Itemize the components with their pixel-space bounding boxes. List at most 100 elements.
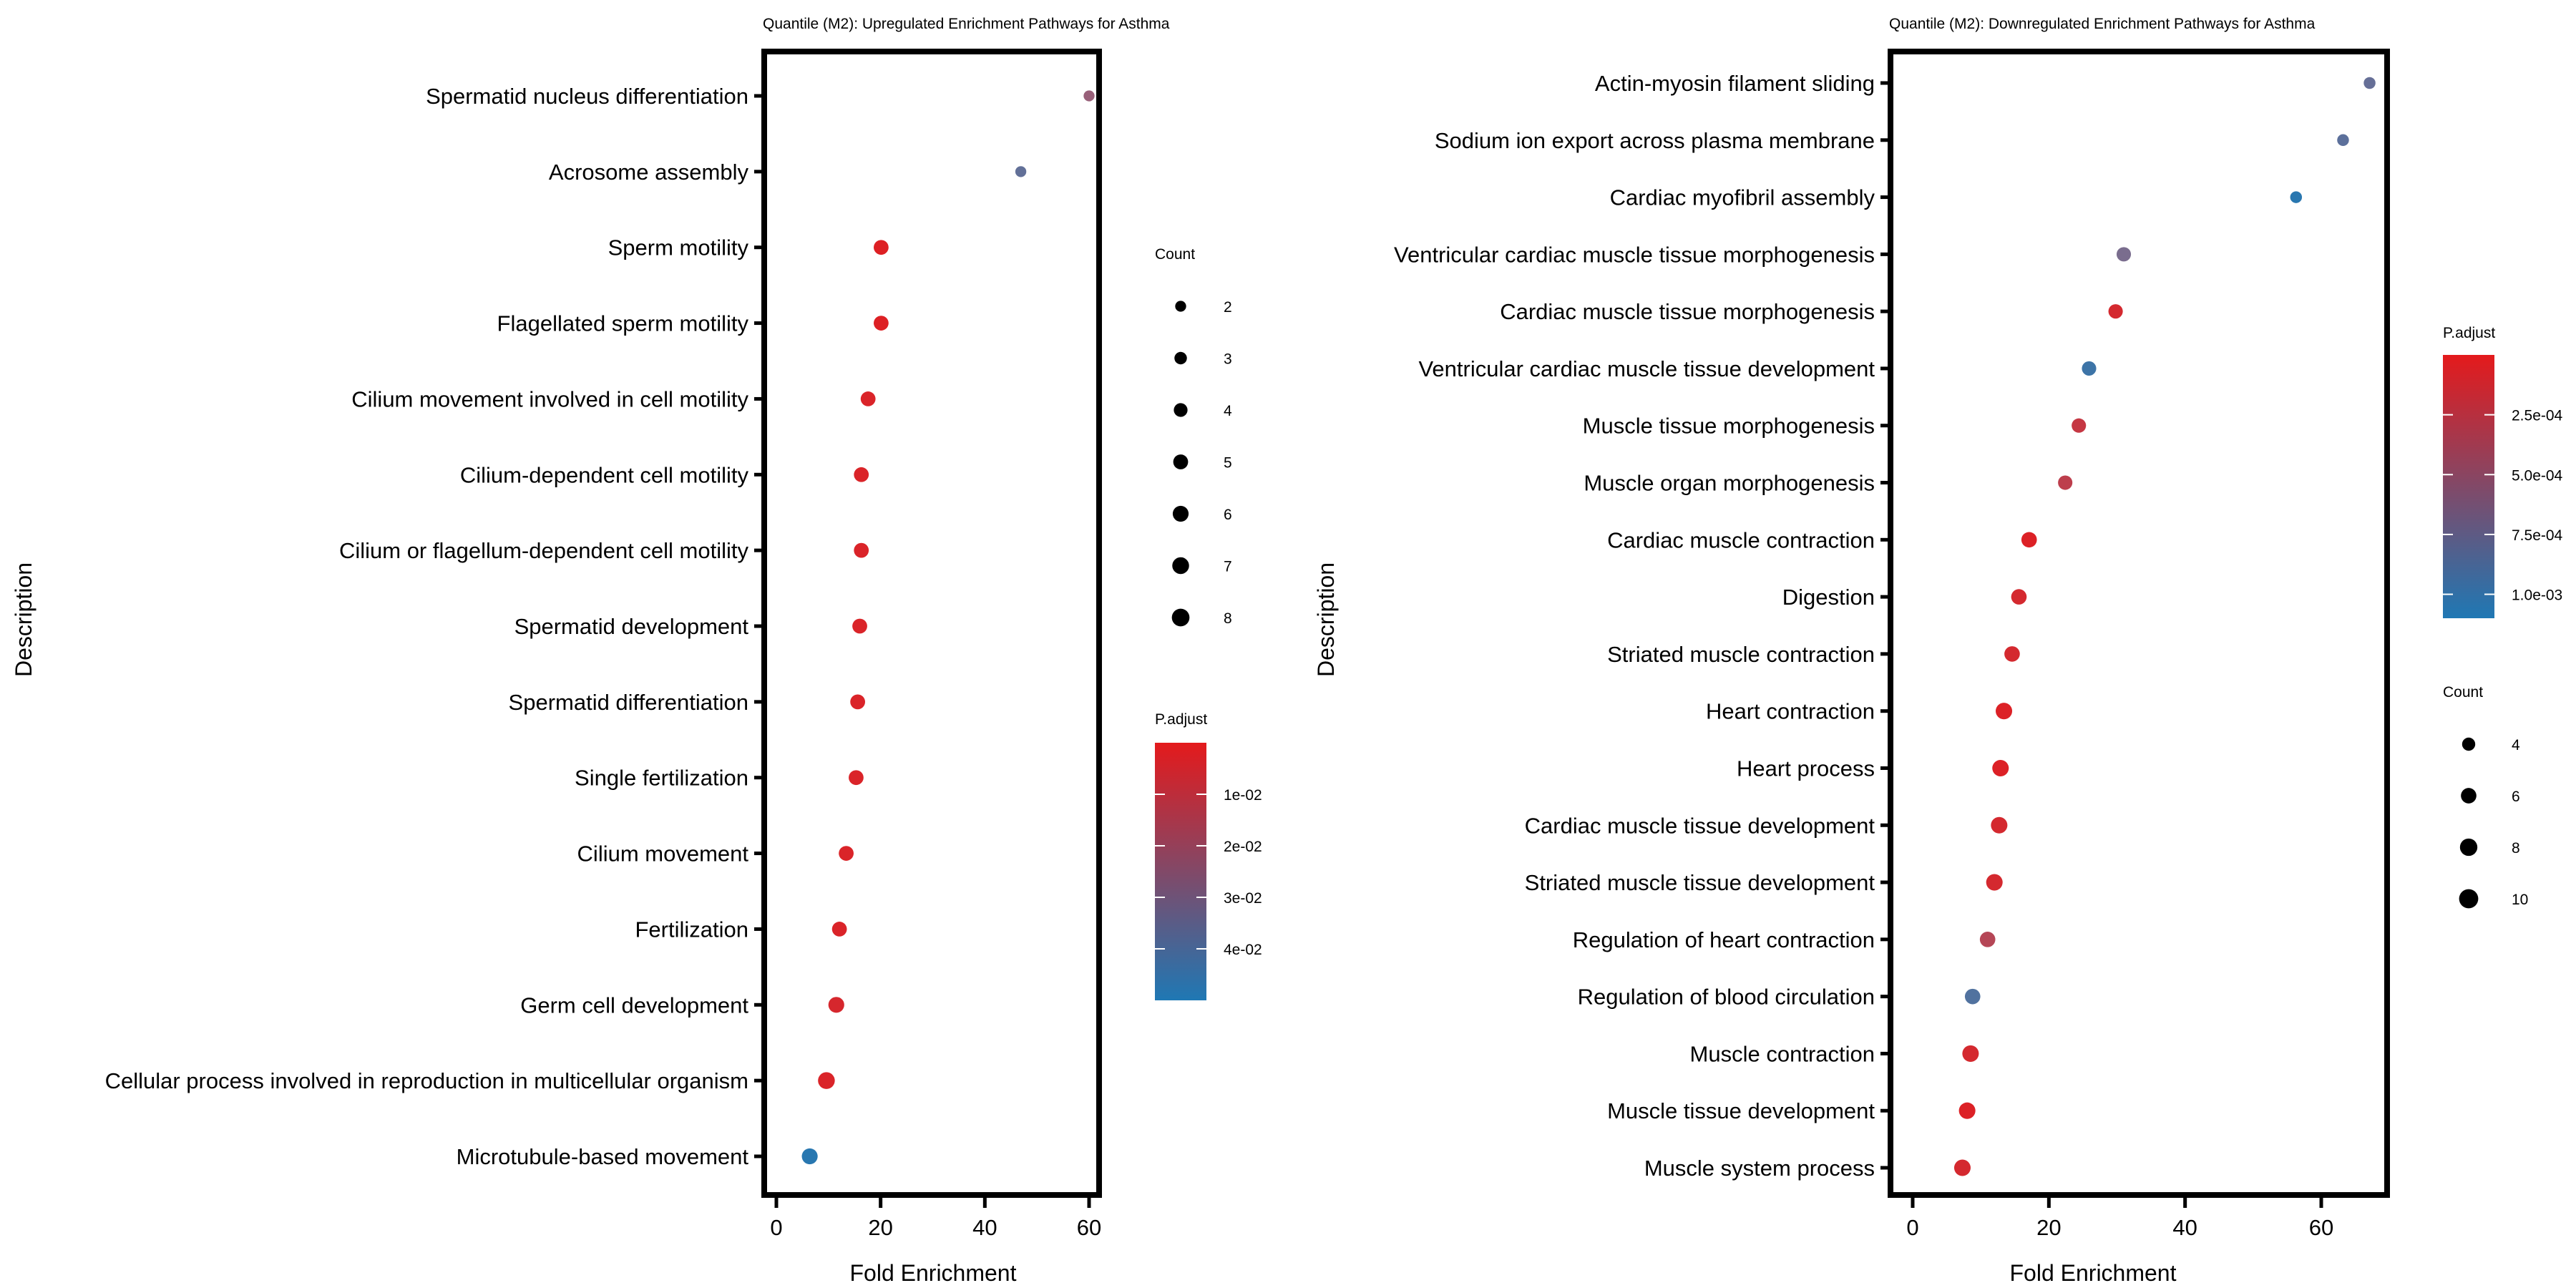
chart-downregulated: Quantile (M2): Downregulated Enrichment … <box>1313 16 2563 1286</box>
legend-count-label: 7 <box>1224 559 1232 575</box>
legend-padjust-label: 1.0e-03 <box>2512 587 2562 604</box>
legend-count-key <box>2459 838 2478 857</box>
y-tick-label: Actin-myosin filament sliding <box>1595 71 1875 96</box>
legend-padjust-label: 1e-02 <box>1224 787 1262 804</box>
data-point <box>850 694 865 710</box>
y-tick-labels: Actin-myosin filament sliding Sodium ion … <box>1394 71 1888 1181</box>
legend-padjust-label: 2.5e-04 <box>2512 408 2563 424</box>
legend-count-key <box>2462 737 2476 751</box>
legend-count-label: 5 <box>1224 455 1232 472</box>
legend-padjust-title: P.adjust <box>1155 711 1207 728</box>
legend-count-key <box>1175 301 1186 312</box>
data-point <box>854 467 869 482</box>
data-point <box>2082 361 2097 376</box>
x-tick-label: 60 <box>2309 1215 2333 1240</box>
legend-count-label: 6 <box>2512 789 2520 805</box>
legend-padjust-ticks: 2.5e-04 5.0e-04 7.5e-04 1.0e-03 <box>2443 408 2563 604</box>
legend-count-key <box>1172 557 1189 575</box>
legend-count-key <box>1174 403 1188 417</box>
data-point <box>2290 191 2303 203</box>
data-point <box>1964 988 1981 1005</box>
x-tick-label: 60 <box>1077 1215 1101 1240</box>
data-point <box>1953 1159 1971 1176</box>
data-point <box>831 922 847 937</box>
y-tick-label: Fertilization <box>635 917 749 942</box>
y-tick-label: Spermatid differentiation <box>509 690 748 715</box>
data-point <box>2337 134 2349 147</box>
y-tick-label: Cardiac myofibril assembly <box>1610 185 1875 210</box>
legend-count-key <box>1172 505 1189 522</box>
data-point <box>839 846 854 861</box>
legend-count-title: Count <box>2443 684 2483 701</box>
data-point <box>1995 703 2013 720</box>
data-point <box>860 391 876 406</box>
data-point <box>852 618 867 634</box>
legend-count-key <box>1173 454 1189 469</box>
data-point <box>1015 166 1027 177</box>
legend-padjust-ticks: 1e-02 2e-02 3e-02 4e-02 <box>1155 787 1262 958</box>
y-tick-label: Regulation of heart contraction <box>1573 927 1875 952</box>
x-tick-label: 0 <box>770 1215 782 1240</box>
y-tick-label: Spermatid development <box>514 614 749 639</box>
data-point <box>1083 90 1095 102</box>
data-point <box>2072 418 2087 433</box>
y-tick-label: Cardiac muscle tissue development <box>1525 813 1875 838</box>
y-tick-labels: Spermatid nucleus differentiation Acrosom… <box>105 84 761 1169</box>
data-point <box>2116 247 2132 262</box>
y-tick-label: Sodium ion export across plasma membrane <box>1435 128 1875 153</box>
legend-count-key <box>2461 788 2477 804</box>
legend-count-label: 8 <box>1224 610 1232 627</box>
y-axis-title: Description <box>11 562 36 677</box>
legend-padjust-label: 2e-02 <box>1224 839 1262 855</box>
y-tick-label: Cilium movement involved in cell motilit… <box>351 386 748 411</box>
y-tick-label: Regulation of blood circulation <box>1578 985 1875 1010</box>
y-tick-label: Cardiac muscle contraction <box>1607 527 1875 552</box>
data-point <box>874 316 889 331</box>
y-tick-label: Striated muscle contraction <box>1607 642 1875 667</box>
y-tick-label: Heart contraction <box>1706 699 1875 724</box>
y-tick-label: Flagellated sperm motility <box>497 311 749 336</box>
data-point <box>1986 874 2003 891</box>
y-tick-label: Sperm motility <box>608 235 749 260</box>
plot-panel-border <box>1888 49 2390 1198</box>
data-point <box>2058 475 2073 490</box>
y-tick-label: Single fertilization <box>575 766 748 791</box>
legend-padjust-label: 3e-02 <box>1224 890 1262 907</box>
y-tick-label: Ventricular cardiac muscle tissue morpho… <box>1394 242 1875 267</box>
y-tick-label: Germ cell development <box>520 992 748 1018</box>
data-point <box>874 240 889 255</box>
y-tick-label: Cardiac muscle tissue morphogenesis <box>1500 299 1875 324</box>
legend-count-key <box>1174 351 1187 365</box>
y-tick-label: Cilium-dependent cell motility <box>460 462 749 487</box>
data-point <box>849 770 864 786</box>
legend-padjust-colorbar <box>1155 743 1206 1000</box>
x-tick-label: 0 <box>1906 1215 1918 1240</box>
x-ticks: 0 20 40 60 <box>1906 1198 2333 1240</box>
y-tick-label: Muscle organ morphogenesis <box>1584 471 1875 496</box>
legend-count-label: 4 <box>1224 403 1232 419</box>
data-point <box>2021 532 2037 548</box>
y-tick-label: Muscle tissue morphogenesis <box>1583 414 1875 439</box>
y-tick-label: Muscle tissue development <box>1607 1098 1875 1123</box>
legend-count-label: 3 <box>1224 351 1232 368</box>
y-tick-label: Muscle system process <box>1644 1156 1875 1181</box>
y-tick-label: Cilium or flagellum-dependent cell motil… <box>339 538 749 563</box>
y-tick-label: Cellular process involved in reproductio… <box>105 1068 748 1093</box>
x-tick-label: 20 <box>868 1215 892 1240</box>
y-tick-label: Digestion <box>1782 585 1875 610</box>
data-point <box>1979 932 1996 947</box>
legend-count-label: 4 <box>2512 737 2520 753</box>
x-tick-label: 20 <box>2036 1215 2061 1240</box>
legend-count-title: Count <box>1155 246 1195 263</box>
legend-padjust-label: 4e-02 <box>1224 942 1262 958</box>
data-point <box>2108 304 2123 319</box>
data-point <box>1962 1045 1979 1062</box>
y-tick-label: Ventricular cardiac muscle tissue develo… <box>1418 356 1875 381</box>
legend-padjust-colorbar <box>2443 355 2494 618</box>
data-point <box>1992 759 2009 776</box>
legend-count-key <box>1171 608 1190 627</box>
data-point <box>801 1148 818 1165</box>
plot-panel-border <box>761 49 1102 1198</box>
y-tick-label: Spermatid nucleus differentiation <box>426 84 748 109</box>
